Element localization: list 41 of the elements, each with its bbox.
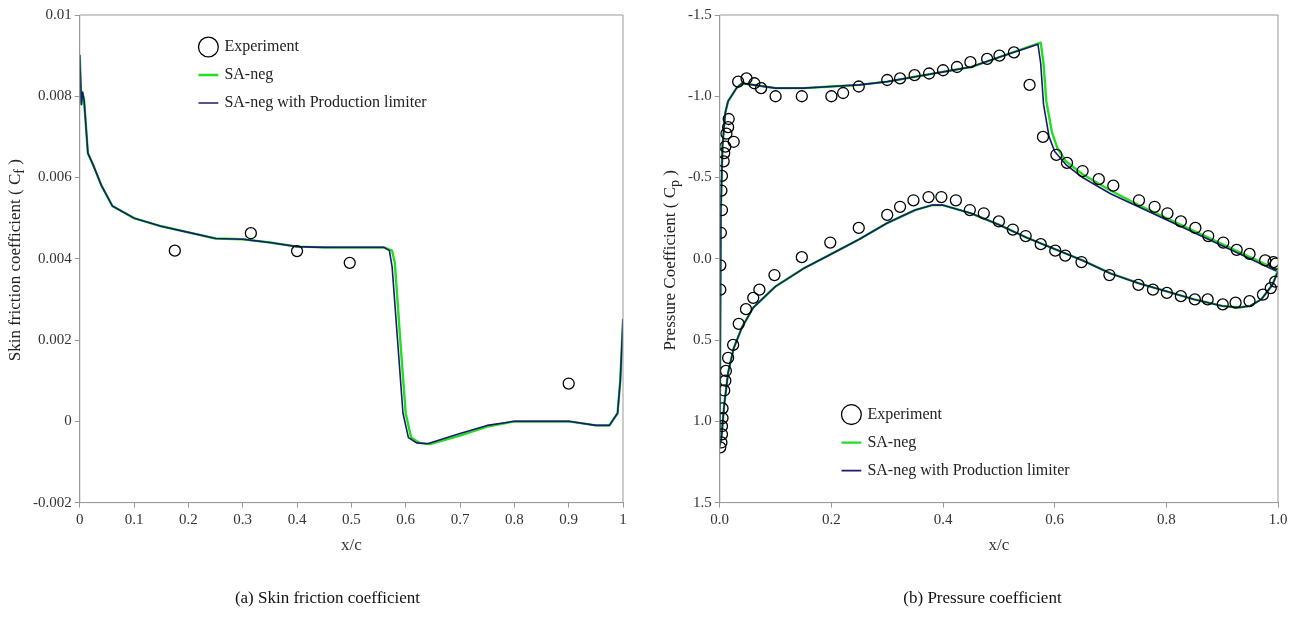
x-tick-label: 0.0 [710,510,730,527]
x-tick-label: 0.8 [1156,510,1176,527]
y-tick-label: 0.004 [38,249,73,266]
x-axis-title: x/c [340,535,363,555]
y-tick-label: -0.002 [33,493,72,510]
y-tick-label: 0.01 [45,5,72,22]
x-tick-label: 1 [619,510,627,527]
x-tick-label: 0.4 [287,510,307,527]
text: (b) Pressure coefficient [902,588,1063,608]
x-tick-label: 0.8 [504,510,524,527]
legend-label: SA-neg [224,65,274,84]
y-tick-label: 0.008 [38,87,72,104]
legend-label: Experiment [224,37,300,56]
y-tick-label: 0.0 [693,249,712,266]
x-tick-label: 0.4 [933,510,953,527]
legend-label: SA-neg [867,432,917,451]
legend-label: SA-neg with Production limiter [867,460,1071,479]
x-tick-label: 0.5 [342,510,361,527]
y-tick-label: 0 [64,412,72,429]
x-tick-label: 0 [76,510,84,527]
x-tick-label: 0.9 [559,510,579,527]
legend-label: SA-neg with Production limiter [224,93,428,112]
x-tick-label: 0.3 [233,510,253,527]
x-tick-label: 0.1 [124,510,144,527]
y-tick-label: 0.006 [38,168,73,185]
x-tick-label: 1.0 [1268,510,1288,527]
text: (a) Skin friction coefficient [233,588,422,608]
y-tick-label: -1.5 [688,5,712,22]
x-tick-label: 0.2 [179,510,198,527]
x-tick-label: 0.6 [1045,510,1065,527]
legend-label: Experiment [867,404,943,423]
y-tick-label: -1.0 [688,87,712,104]
x-tick-label: 0.2 [822,510,841,527]
x-axis-title: x/c [988,535,1010,555]
x-tick-label: 0.7 [450,510,470,527]
y-tick-label: -0.5 [688,168,712,185]
x-tick-label: 0.6 [396,510,416,527]
y-tick-label: 0.002 [38,331,72,347]
y-tick-label: 1.5 [693,493,712,510]
y-tick-label: 1.0 [693,412,712,429]
y-tick-label: 0.5 [693,331,712,347]
